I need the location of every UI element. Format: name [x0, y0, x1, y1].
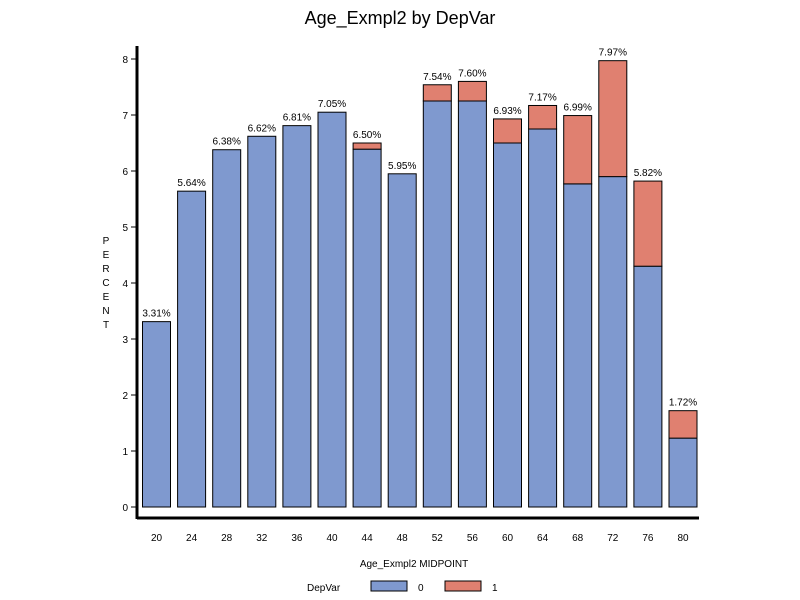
- y-axis-label-letter: T: [103, 320, 109, 331]
- bar-segment-series-1: [598, 60, 628, 178]
- y-tick-label: 8: [122, 55, 128, 66]
- x-axis-label: Age_Exmpl2 MIDPOINT: [360, 559, 468, 570]
- bar-data-label: 5.82%: [634, 168, 662, 179]
- y-axis-label-letter: P: [103, 236, 110, 247]
- x-tick-label: 24: [186, 533, 198, 544]
- bar-data-label: 7.17%: [528, 92, 556, 103]
- bar-segment-series-0: [633, 265, 663, 508]
- bar-segment-series-0: [493, 142, 522, 508]
- bar-segment-series-0: [457, 100, 487, 508]
- bar-data-label: 7.60%: [458, 68, 486, 79]
- bar-data-label: 6.62%: [248, 123, 276, 134]
- y-tick-label: 3: [122, 335, 128, 346]
- bar-segment-series-0: [317, 111, 347, 508]
- bar-segment-series-1: [352, 142, 382, 150]
- y-tick-label: 1: [122, 447, 128, 458]
- bar-segment-series-0: [598, 176, 628, 508]
- x-tick-label: 80: [677, 533, 689, 544]
- chart-title: Age_Exmpl2 by DepVar: [305, 8, 496, 29]
- legend-swatch-0: [370, 580, 408, 592]
- bar-segment-series-0: [212, 149, 242, 508]
- x-axis: 20 24 28 32 36 40 44 48 52 56 60 64 68 72 76 80: [137, 516, 699, 544]
- x-tick-label: 40: [326, 533, 338, 544]
- bar-segment-series-1: [457, 80, 487, 102]
- bar-data-label: 7.97%: [599, 48, 627, 59]
- x-tick-label: 76: [642, 533, 654, 544]
- y-tick-label: 2: [122, 391, 128, 402]
- y-axis-label-letter: E: [103, 292, 110, 303]
- bar-segment-series-0: [668, 437, 698, 508]
- y-tick-label: 7: [122, 111, 128, 122]
- bar-segment-series-1: [668, 410, 698, 439]
- x-tick-label: 52: [432, 533, 444, 544]
- x-tick-label: 44: [362, 533, 374, 544]
- bar-segment-series-1: [528, 104, 558, 130]
- y-axis: 0 1 2 3 4 5 6 7 8: [122, 46, 139, 519]
- bar-data-label: 6.93%: [493, 106, 521, 117]
- x-tick-label: 28: [221, 533, 233, 544]
- bar-data-label: 7.54%: [423, 72, 451, 83]
- bar-segment-series-1: [563, 115, 593, 185]
- x-tick-label: 36: [291, 533, 303, 544]
- bar-data-label: 6.50%: [353, 130, 381, 141]
- bar-data-label: 1.72%: [669, 398, 697, 409]
- bar-data-label: 6.38%: [213, 137, 241, 148]
- bar-data-label: 7.05%: [318, 99, 346, 110]
- y-axis-label-letter: C: [102, 278, 109, 289]
- legend-swatch-1: [444, 580, 482, 592]
- x-tick-label: 72: [607, 533, 619, 544]
- y-tick-label: 6: [122, 167, 128, 178]
- bars: 3.31% 5.64% 6.38% 6.62% 6.81% 7.05% 6.50% 5.95%…: [142, 48, 698, 508]
- legend-label-0: 0: [418, 583, 424, 594]
- x-tick-label: 60: [502, 533, 514, 544]
- bar-segment-series-0: [422, 100, 452, 508]
- y-axis-label-letter: R: [102, 264, 109, 275]
- y-tick-label: 5: [122, 223, 128, 234]
- bar-segment-series-0: [177, 190, 207, 508]
- bar-segment-series-0: [563, 183, 593, 508]
- legend-title: DepVar: [307, 583, 341, 594]
- bar-data-label: 5.64%: [177, 178, 205, 189]
- bar-data-label: 3.31%: [142, 309, 170, 320]
- bar-segment-series-0: [387, 173, 417, 508]
- x-tick-label: 64: [537, 533, 549, 544]
- y-tick-label: 4: [122, 279, 128, 290]
- bar-segment-series-0: [247, 135, 277, 508]
- bar-segment-series-0: [142, 321, 171, 508]
- x-tick-label: 56: [467, 533, 479, 544]
- x-tick-label: 68: [572, 533, 584, 544]
- bar-segment-series-0: [528, 128, 558, 508]
- x-tick-label: 20: [151, 533, 163, 544]
- y-tick-label: 0: [122, 503, 128, 514]
- bar-data-label: 5.95%: [388, 161, 416, 172]
- bar-segment-series-1: [633, 180, 663, 267]
- legend-label-1: 1: [492, 583, 498, 594]
- bar-segment-series-1: [493, 118, 522, 144]
- bar-data-label: 6.99%: [564, 103, 592, 114]
- x-tick-label: 32: [256, 533, 268, 544]
- bar-segment-series-0: [282, 125, 312, 508]
- bar-segment-series-0: [352, 148, 382, 508]
- bar-data-label: 6.81%: [283, 113, 311, 124]
- bar-segment-series-1: [422, 84, 452, 102]
- y-axis-label-letter: E: [103, 250, 110, 261]
- x-tick-label: 48: [397, 533, 409, 544]
- y-axis-label-letter: N: [102, 306, 109, 317]
- legend: DepVar 0 1: [307, 580, 498, 594]
